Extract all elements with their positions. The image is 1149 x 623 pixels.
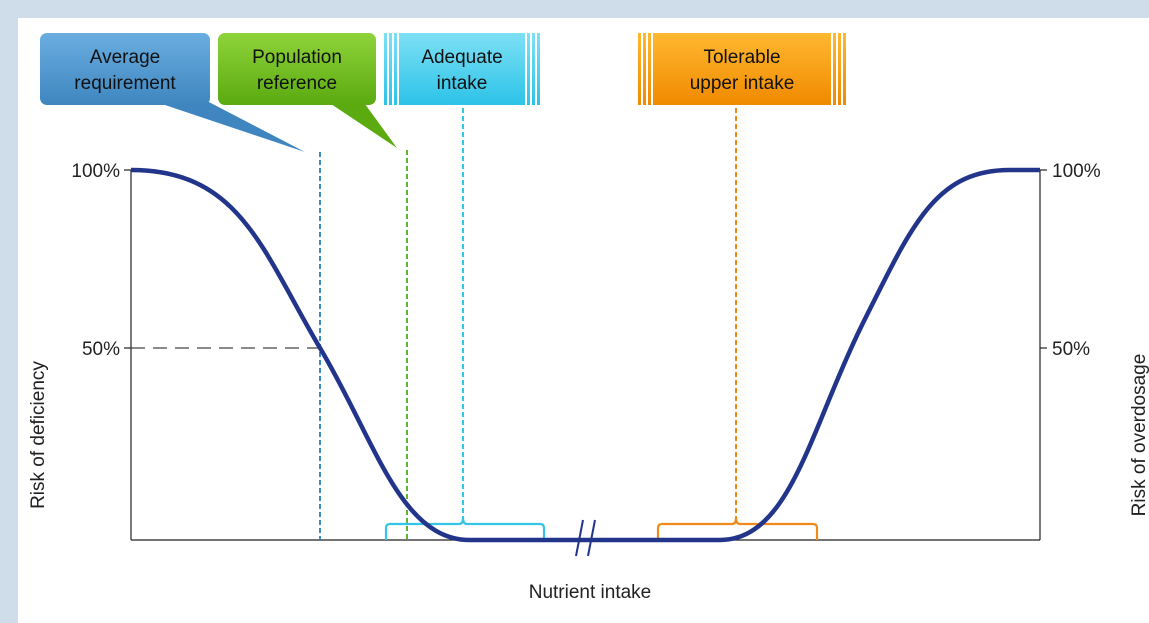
tick-label: 100%	[1052, 161, 1101, 182]
risk-curve	[130, 167, 1040, 543]
label: intake	[437, 73, 488, 94]
label: upper intake	[690, 73, 795, 94]
callout-tail	[325, 100, 397, 148]
label-box	[40, 33, 210, 105]
label: Population	[252, 47, 342, 68]
axis-label: Risk of overdosage	[1129, 354, 1149, 517]
label: requirement	[74, 73, 176, 94]
label-box	[384, 33, 540, 105]
tick-label: 50%	[1052, 339, 1090, 360]
bracket	[656, 517, 819, 540]
label: Tolerable	[703, 47, 780, 68]
tick-label: 50%	[82, 339, 120, 360]
axis-label: Nutrient intake	[529, 582, 652, 603]
axis-label: Risk of deficiency	[28, 361, 49, 509]
label-box	[218, 33, 376, 105]
tick-label: 100%	[71, 161, 120, 182]
callout-tail	[150, 100, 305, 152]
label: Adequate	[421, 47, 502, 68]
axis-break	[575, 519, 596, 557]
label-box	[638, 33, 846, 105]
label: reference	[257, 73, 337, 94]
bracket	[384, 517, 546, 540]
label: Average	[90, 47, 160, 68]
